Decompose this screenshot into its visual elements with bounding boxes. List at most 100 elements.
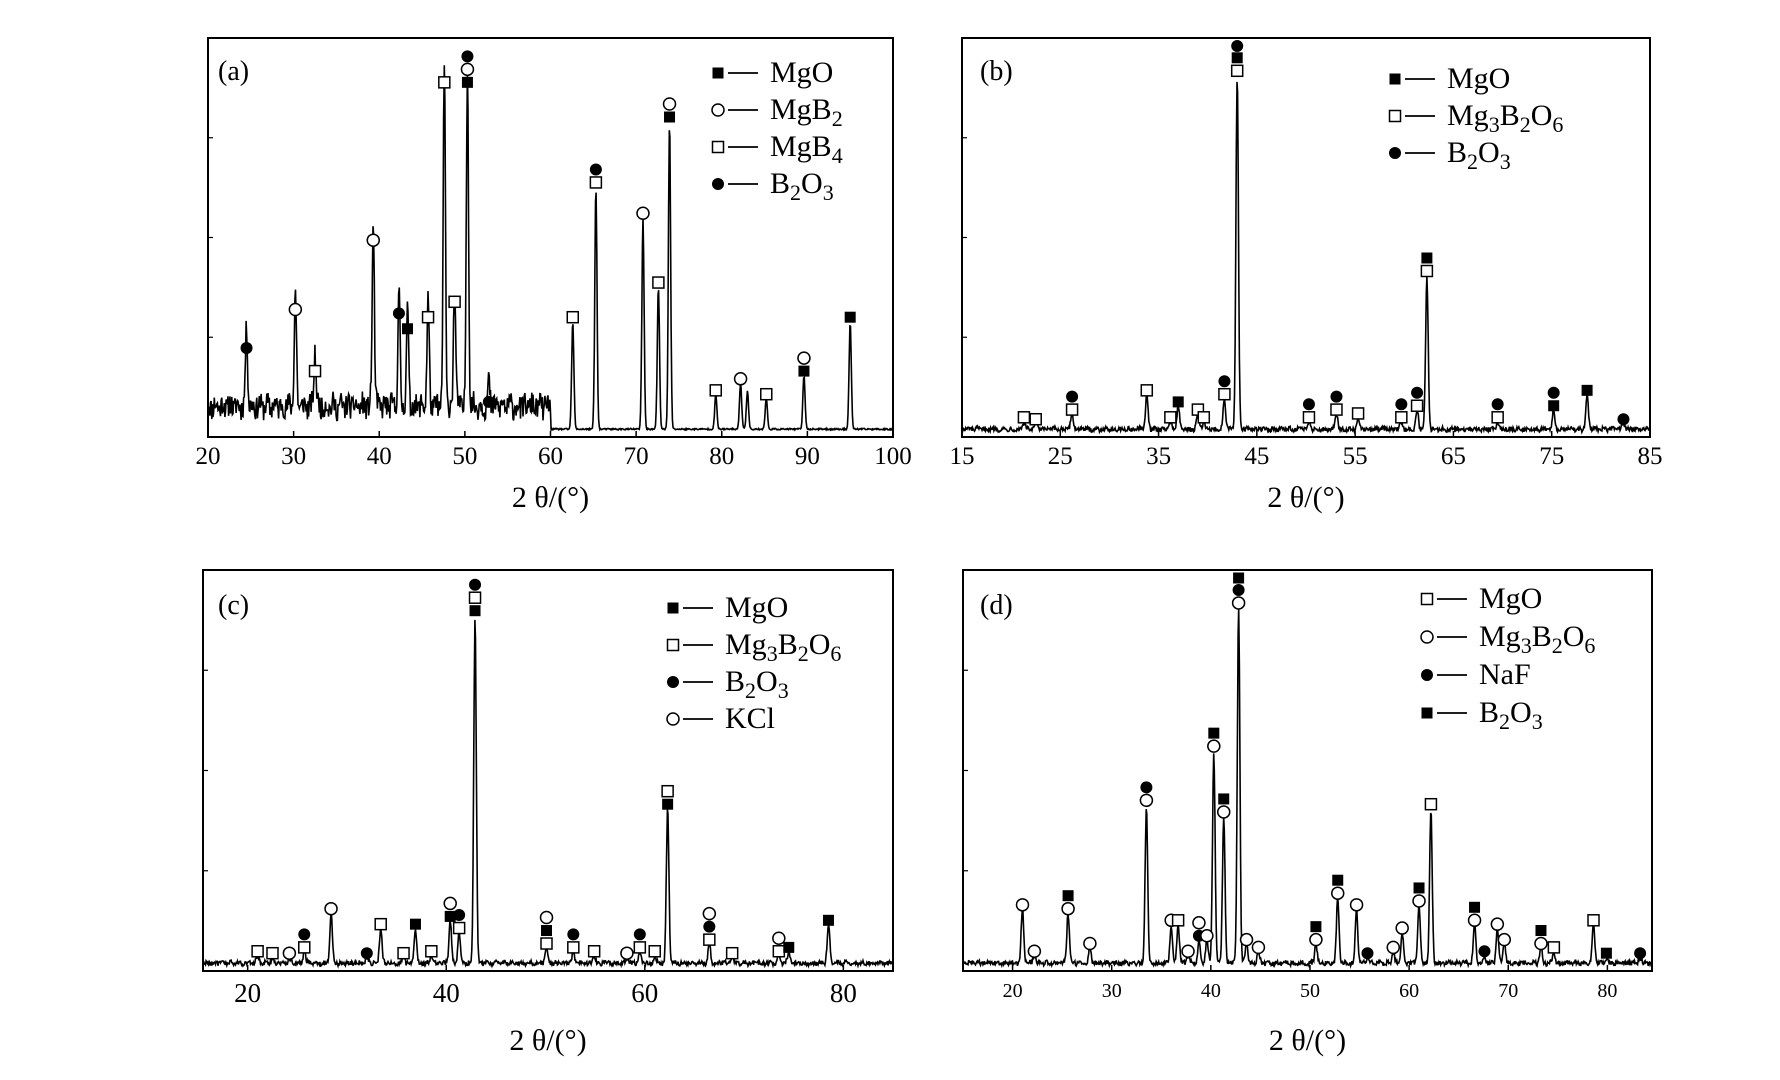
open-square-marker [1420,592,1434,606]
filled-circle-marker [567,928,580,941]
filled-square-marker [798,365,810,377]
open-circle-marker [1386,940,1401,955]
open-square-marker [589,176,603,189]
filled-square-marker [1548,400,1560,412]
open-circle-marker [711,103,725,117]
open-square-marker [760,387,773,401]
xrd-trace [961,81,1651,435]
legend-label: MgB2​ [770,93,843,131]
open-square-marker [709,384,723,397]
filled-square-marker [712,67,724,79]
filled-square-marker [469,605,481,617]
open-circle-marker [702,906,717,921]
x-tick-label: 90 [795,443,820,470]
open-circle-marker [324,901,338,916]
legend-label: B2​O3​ [770,167,834,205]
filled-square-marker [1208,727,1220,739]
filled-square-marker [822,914,834,926]
x-tick-label: 80 [830,978,857,1008]
filled-square-marker [409,918,421,930]
filled-circle-marker [633,928,646,941]
filled-square-marker [541,925,553,937]
open-circle-marker [539,910,554,925]
filled-circle-marker [1634,947,1647,960]
panel-label: (a) [218,56,249,87]
open-circle-marker [797,351,811,365]
legend-label: MgO [725,591,788,624]
filled-square-marker [667,602,679,614]
legend-label: B2​O3​ [1479,696,1543,734]
panel-d: 20 30 40 50 60 70 80 2 θ/(°) (d) MgO Mg3​B2​O6​NaF… [962,569,1653,1057]
open-square-marker [567,941,580,954]
x-tick-label: 30 [1102,980,1122,1002]
xrd-trace [207,65,894,433]
filled-circle-marker [1140,781,1153,794]
plot-frame [961,37,1651,438]
x-tick-label: 70 [1498,980,1518,1002]
filled-circle-marker [1232,583,1245,596]
panel-label: (d) [980,590,1013,621]
legend-label: MgO [1447,62,1510,95]
open-circle-marker [1200,929,1214,943]
open-circle-marker [733,372,748,386]
x-tick-label: 85 [1638,443,1663,470]
filled-circle-marker [1547,386,1560,399]
xrd-trace [962,608,1653,970]
open-square-marker [1140,384,1154,397]
open-square-marker [566,310,580,324]
open-square-marker [1388,109,1402,123]
legend-label: NaF [1479,658,1531,691]
legend-label: Mg3​B2​O6​ [1479,620,1595,658]
filled-square-marker [1233,572,1245,584]
x-tick-label: 50 [452,443,477,470]
legend-label: Mg3​B2​O6​ [725,628,841,666]
open-square-marker [1491,411,1504,424]
filled-square-marker [1332,874,1344,886]
legend-label: B2​O3​ [725,665,789,703]
x-tick-label: 75 [1539,443,1564,470]
x-axis-label: 2 θ/(°) [1269,1024,1346,1057]
open-square-marker [1424,797,1438,811]
filled-square-marker [1421,252,1433,264]
filled-circle-marker [667,676,679,688]
x-tick-label: 60 [631,978,658,1008]
filled-circle-marker [240,342,253,354]
filled-square-marker [1581,384,1593,396]
panel-c: 20 40 60 80 2 θ/(°) (c) MgO Mg3​B2​O6​B2​O3​KCl [202,569,894,1057]
filled-circle-marker [1066,390,1079,403]
filled-circle-marker [469,578,482,591]
filled-square-marker [444,910,456,922]
filled-square-marker [402,323,414,335]
filled-circle-marker [1421,669,1433,681]
open-square-marker [308,364,322,378]
open-square-marker [425,945,438,958]
open-circle-marker [1239,932,1254,947]
open-circle-marker [288,302,303,317]
filled-square-marker [662,798,674,810]
x-tick-label: 70 [624,443,649,470]
open-square-marker [1218,387,1231,401]
filled-circle-marker [298,928,311,941]
open-square-marker [1164,411,1177,424]
open-circle-marker [1139,793,1154,808]
x-tick-label: 20 [1003,980,1023,1002]
x-tick-label: 20 [234,978,261,1008]
open-circle-marker [282,946,297,960]
open-square-marker [1029,412,1042,426]
open-square-marker [725,946,739,960]
x-axis-label: 2 θ/(°) [512,481,589,514]
filled-circle-marker [1361,947,1374,960]
open-circle-marker [1420,630,1434,644]
filled-circle-marker [1330,390,1343,403]
x-tick-label: 80 [709,443,734,470]
x-tick-label: 40 [433,978,460,1008]
open-circle-marker [1251,940,1266,955]
open-circle-marker [1192,916,1206,930]
open-square-marker [648,945,661,958]
filled-circle-marker [1231,40,1244,52]
open-circle-marker [1467,913,1482,928]
open-square-marker [421,310,435,324]
open-circle-marker [1015,898,1030,912]
open-circle-marker [662,97,677,111]
open-square-marker [1547,941,1561,954]
